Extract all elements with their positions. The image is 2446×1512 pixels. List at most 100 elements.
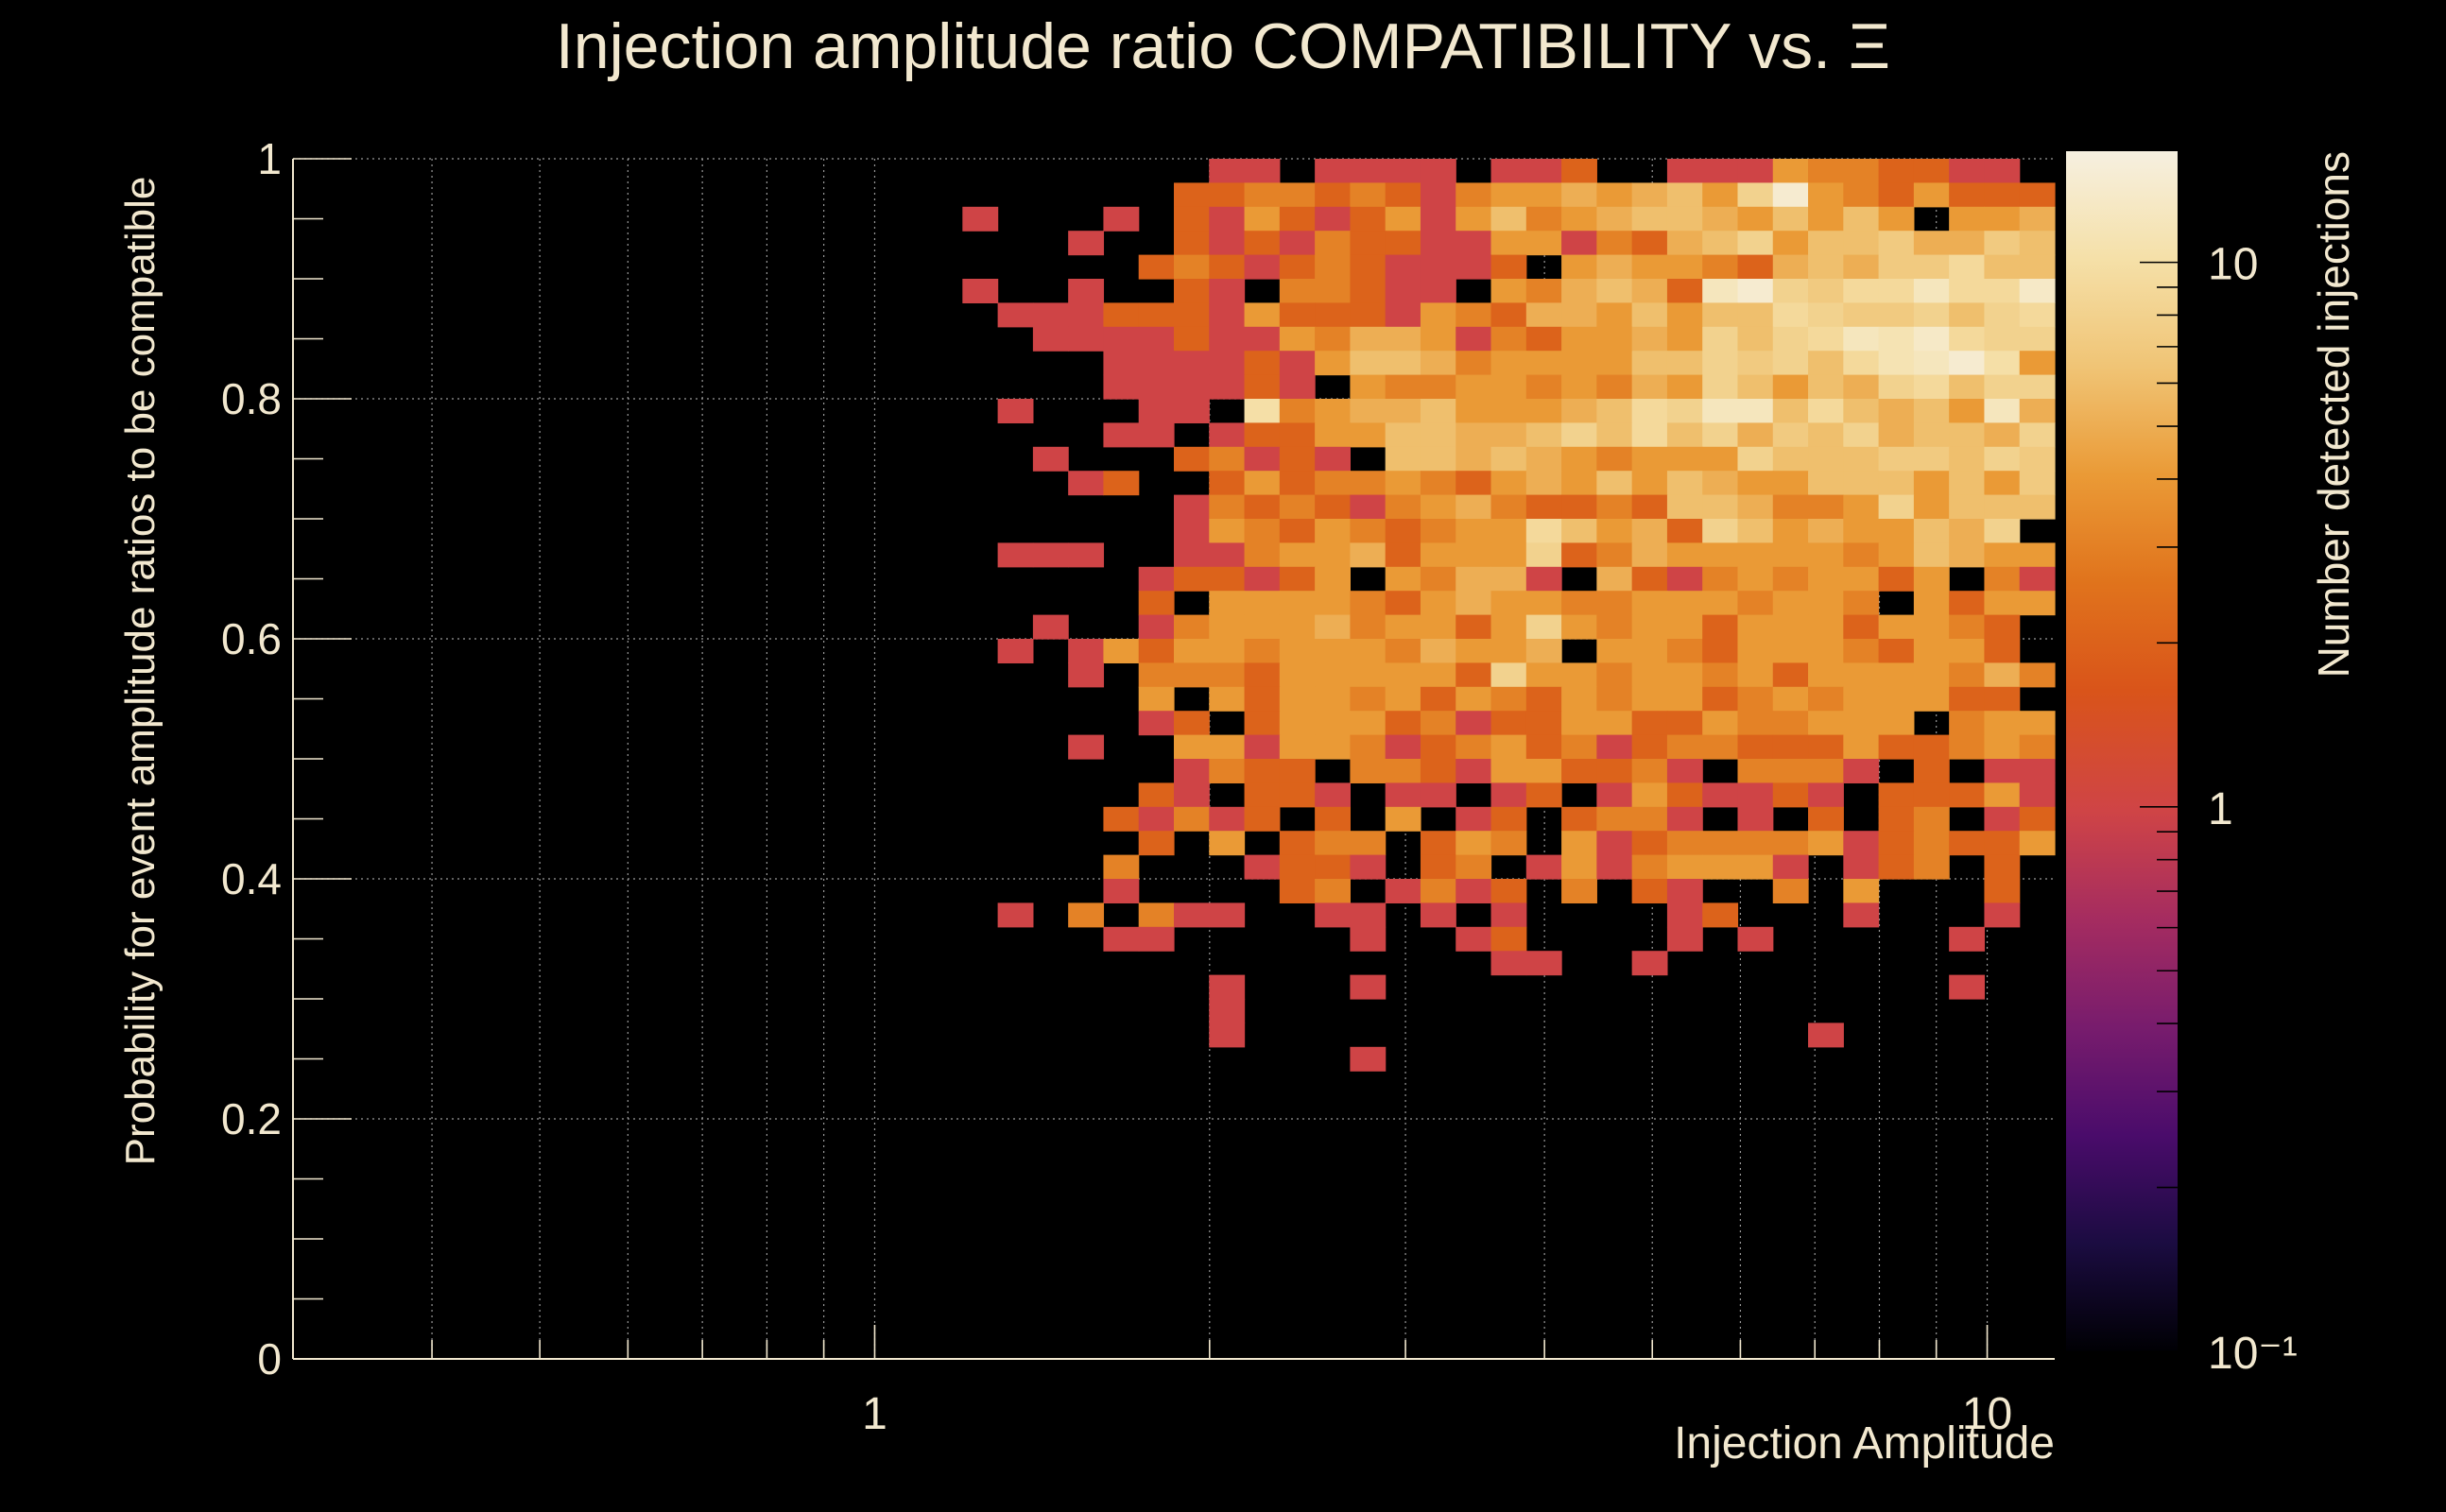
heatmap-cell — [1068, 639, 1105, 663]
heatmap-cell — [1420, 614, 1456, 640]
heatmap-cell — [1350, 711, 1387, 736]
heatmap-cell — [1772, 471, 1809, 496]
heatmap-cell — [1631, 494, 1668, 520]
heatmap-cell — [2019, 831, 2056, 856]
heatmap-cell — [1138, 639, 1175, 663]
heatmap-cell — [1631, 279, 1668, 303]
heatmap-cell — [1244, 494, 1281, 520]
heatmap-cell — [1984, 206, 2021, 232]
heatmap-cell — [1913, 326, 1950, 352]
heatmap-cell — [1315, 231, 1351, 256]
heatmap-cell — [1913, 566, 1950, 592]
heatmap-cell — [1315, 399, 1351, 423]
heatmap-cell — [1772, 351, 1809, 376]
heatmap-cell — [1808, 422, 1844, 448]
heatmap-cell — [1244, 446, 1281, 472]
heatmap-cell — [1913, 182, 1950, 208]
heatmap-cell — [1949, 159, 1986, 183]
heatmap-cell — [1561, 519, 1597, 543]
heatmap-cell — [1702, 686, 1739, 712]
heatmap-cell — [1279, 446, 1316, 472]
heatmap-cell — [1315, 662, 1351, 688]
heatmap-cell — [1103, 206, 1140, 232]
heatmap-cell — [1913, 782, 1950, 808]
heatmap-cell — [1103, 854, 1140, 880]
heatmap-cell — [1561, 254, 1597, 280]
heatmap-cell — [1631, 639, 1668, 663]
heatmap-cell — [1456, 182, 1492, 208]
heatmap-cell — [1984, 542, 2021, 568]
heatmap-cell — [1737, 231, 1774, 256]
heatmap-cell — [1490, 422, 1527, 448]
heatmap-cell — [1561, 494, 1597, 520]
heatmap-cell — [1279, 422, 1316, 448]
heatmap-cell — [1666, 182, 1703, 208]
heatmap-cell — [1702, 566, 1739, 592]
heatmap-cell — [1490, 254, 1527, 280]
heatmap-cell — [1385, 399, 1421, 423]
heatmap-cell — [1561, 206, 1597, 232]
heatmap-cell — [1808, 711, 1844, 736]
heatmap-cell — [1702, 639, 1739, 663]
heatmap-cell — [1808, 231, 1844, 256]
heatmap-cell — [1525, 471, 1562, 496]
heatmap-cell — [1984, 302, 2021, 328]
heatmap-cell — [1949, 206, 1986, 232]
heatmap-cell — [1315, 351, 1351, 376]
heatmap-cell — [1525, 494, 1562, 520]
heatmap-cell — [1032, 326, 1069, 352]
heatmap-cell — [1596, 422, 1633, 448]
heatmap-cell — [1244, 326, 1281, 352]
heatmap-cell — [1666, 326, 1703, 352]
heatmap-cell — [1385, 494, 1421, 520]
heatmap-cell — [1984, 279, 2021, 303]
heatmap-cell — [1385, 159, 1421, 183]
heatmap-cell — [1666, 686, 1703, 712]
heatmap-cell — [1209, 422, 1246, 448]
heatmap-cell — [1702, 734, 1739, 760]
heatmap-cell — [1631, 374, 1668, 400]
heatmap-cell — [1561, 686, 1597, 712]
heatmap-cell — [1315, 734, 1351, 760]
heatmap-cell — [1525, 542, 1562, 568]
heatmap-cell — [1279, 591, 1316, 616]
heatmap-cell — [1843, 639, 1880, 663]
heatmap-cell — [1772, 279, 1809, 303]
heatmap-cell — [1666, 542, 1703, 568]
heatmap-cell — [1631, 614, 1668, 640]
heatmap-cell — [1350, 854, 1387, 880]
heatmap-cell — [1596, 614, 1633, 640]
heatmap-cell — [2019, 182, 2056, 208]
heatmap-cell — [1490, 951, 1527, 976]
heatmap-cell — [1279, 566, 1316, 592]
y-tick-label: 0.2 — [221, 1094, 282, 1143]
heatmap-cell — [1456, 302, 1492, 328]
heatmap-cell — [2019, 734, 2056, 760]
heatmap-cell — [1984, 326, 2021, 352]
heatmap-cell — [1843, 206, 1880, 232]
heatmap-cell — [1279, 471, 1316, 496]
heatmap-cell — [2019, 399, 2056, 423]
heatmap-cell — [1843, 182, 1880, 208]
heatmap-cell — [1315, 159, 1351, 183]
heatmap-cell — [1209, 351, 1246, 376]
heatmap-cell — [2019, 231, 2056, 256]
heatmap-cell — [1385, 591, 1421, 616]
heatmap-cell — [1878, 279, 1915, 303]
heatmap-cell — [1596, 566, 1633, 592]
heatmap-cell — [1561, 854, 1597, 880]
x-tick-label: 1 — [862, 1389, 887, 1439]
heatmap-cell — [1385, 279, 1421, 303]
heatmap-cell — [1279, 759, 1316, 783]
heatmap-cell — [1737, 399, 1774, 423]
heatmap-cell — [1949, 614, 1986, 640]
heatmap-cell — [1949, 399, 1986, 423]
heatmap-cell — [1315, 471, 1351, 496]
heatmap-cell — [1456, 542, 1492, 568]
heatmap-cell — [1279, 302, 1316, 328]
heatmap-cell — [1385, 759, 1421, 783]
heatmap-cell — [1808, 831, 1844, 856]
heatmap-cell — [1878, 711, 1915, 736]
heatmap-cell — [1209, 1022, 1246, 1048]
heatmap-cell — [1525, 662, 1562, 688]
